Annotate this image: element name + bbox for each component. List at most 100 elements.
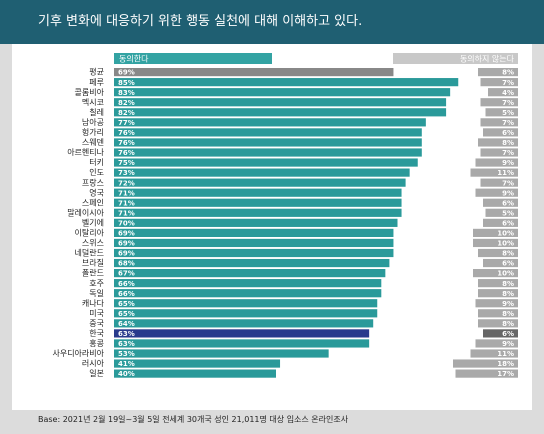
chart-row: 영국 71% 9% (89, 187, 518, 197)
category-label: 멕시코 (82, 97, 104, 107)
disagree-bar (475, 188, 518, 197)
agree-value-label: 64% (118, 320, 135, 328)
category-label: 미국 (89, 309, 104, 318)
disagree-bar (483, 198, 518, 207)
disagree-bar (475, 158, 518, 167)
agree-bar (114, 148, 422, 157)
disagree-value-label: 6% (502, 199, 514, 207)
chart-row: 독일 66% 8% (89, 289, 518, 298)
disagree-bar (478, 289, 518, 298)
disagree-bar (485, 108, 518, 117)
category-label: 홍콩 (89, 338, 104, 348)
disagree-bar (483, 128, 518, 137)
chart-row: 페루 85% 7% (89, 77, 518, 87)
chart-row: 브라질 68% 6% (82, 259, 518, 268)
agree-bar (114, 178, 406, 187)
category-label: 인도 (89, 167, 104, 177)
disagree-bar (480, 148, 518, 157)
agree-value-label: 77% (118, 119, 135, 127)
disagree-value-label: 7% (502, 119, 514, 127)
disagree-value-label: 6% (502, 219, 514, 227)
agree-value-label: 71% (118, 209, 135, 217)
agree-bar (114, 349, 329, 358)
disagree-bar (480, 178, 518, 187)
legend-headers: 동의한다 동의하지 않는다 (114, 53, 518, 64)
agree-bar (114, 319, 374, 328)
agree-value-label: 63% (118, 330, 135, 338)
category-label: 네덜란드 (75, 248, 104, 258)
chart-row: 폴란드 67% 10% (82, 268, 518, 278)
disagree-bar (470, 349, 518, 358)
category-label: 폴란드 (82, 268, 104, 278)
category-label: 영국 (89, 187, 104, 197)
agree-bar (114, 339, 370, 348)
disagree-value-label: 9% (502, 189, 514, 197)
category-label: 스위스 (82, 239, 104, 248)
disagree-value-label: 6% (502, 330, 514, 338)
disagree-value-label: 7% (502, 149, 514, 157)
agree-bar (114, 158, 418, 167)
agree-bar (114, 369, 276, 378)
category-label: 평균 (89, 67, 104, 77)
disagree-bar (478, 319, 518, 328)
agree-bar (114, 258, 390, 268)
category-label: 브라질 (82, 259, 104, 268)
disagree-bar (475, 299, 518, 308)
disagree-value-label: 7% (502, 179, 514, 187)
agree-value-label: 71% (118, 199, 135, 207)
chart-title: 기후 변화에 대응하기 위한 행동 실천에 대해 이해하고 있다. (0, 0, 544, 44)
agree-bar (114, 128, 422, 137)
agree-bar (114, 228, 394, 237)
chart-row: 일본 40% 17% (89, 369, 518, 378)
category-label: 페루 (89, 77, 104, 87)
disagree-bar (475, 339, 518, 348)
category-label: 콜롬비아 (75, 87, 105, 97)
category-label: 칠레 (89, 108, 104, 117)
chart-row: 캐나다 65% 9% (82, 299, 518, 308)
disagree-value-label: 8% (502, 310, 514, 318)
chart-row: 벨기에 70% 6% (82, 217, 518, 227)
agree-value-label: 68% (118, 260, 135, 268)
chart-row: 이탈리아 69% 10% (75, 228, 518, 238)
disagree-bar (483, 329, 518, 338)
disagree-value-label: 11% (497, 169, 514, 177)
chart-row: 칠레 82% 5% (89, 108, 518, 117)
chart-row: 남아공 77% 7% (82, 117, 518, 127)
chart-row: 사우디아라비아 53% 11% (52, 348, 518, 358)
agree-value-label: 66% (118, 280, 135, 288)
disagree-value-label: 17% (497, 370, 514, 378)
disagree-bar (483, 218, 518, 227)
agree-value-label: 53% (118, 350, 135, 358)
chart-row: 스페인 71% 6% (82, 197, 518, 207)
disagree-bar (473, 269, 518, 278)
disagree-bar (453, 359, 518, 368)
disagree-bar (470, 168, 518, 177)
disagree-bar (478, 68, 518, 77)
disagree-bar (488, 88, 518, 97)
agree-value-label: 82% (118, 99, 135, 107)
agree-value-label: 69% (118, 240, 135, 248)
agree-value-label: 71% (118, 189, 135, 197)
agree-bar (114, 208, 402, 217)
disagree-value-label: 8% (502, 69, 514, 77)
chart-row: 멕시코 82% 7% (82, 97, 518, 107)
disagree-value-label: 11% (497, 350, 514, 358)
agree-bar (114, 98, 447, 107)
chart-row: 프랑스 72% 7% (82, 177, 518, 187)
category-label: 독일 (89, 289, 104, 298)
agree-value-label: 85% (118, 79, 135, 87)
category-label: 터키 (89, 158, 104, 167)
agree-bar (114, 269, 386, 278)
disagree-value-label: 8% (502, 139, 514, 147)
chart-rows: 평균 69% 8%페루 85% 7%콜롬비아 83% 4%멕시코 82% 7%칠레 82% 5%남아… (52, 67, 518, 378)
disagree-bar (485, 208, 518, 217)
disagree-value-label: 10% (497, 270, 514, 278)
agree-bar (114, 108, 447, 117)
disagree-bar (455, 369, 518, 378)
category-label: 사우디아라비아 (52, 348, 104, 358)
agree-bar (114, 78, 459, 87)
agree-value-label: 69% (118, 69, 135, 77)
disagree-value-label: 7% (502, 99, 514, 107)
